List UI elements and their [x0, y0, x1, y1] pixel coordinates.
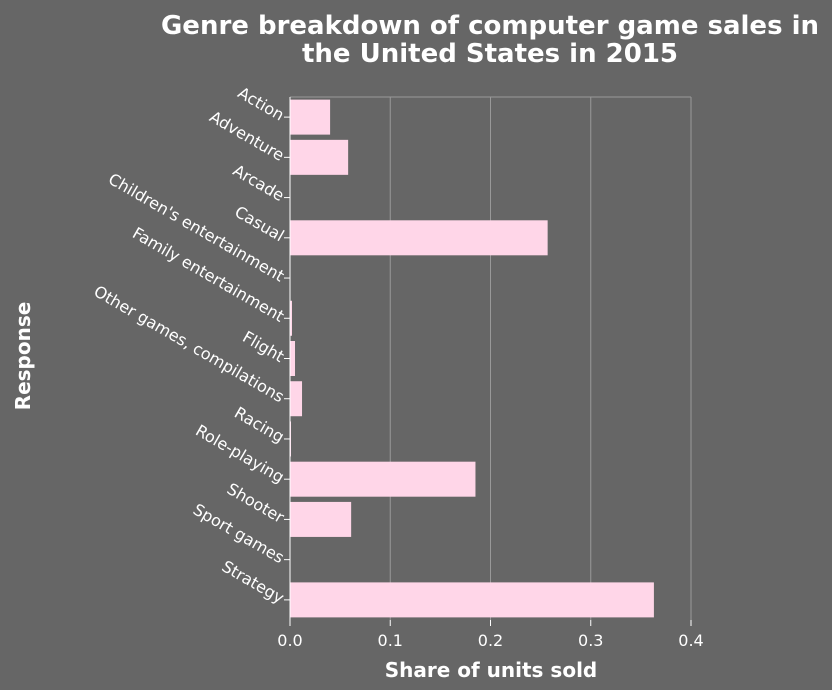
bar	[290, 421, 292, 457]
bar	[290, 381, 303, 417]
bars	[290, 99, 654, 618]
x-tick-label: 0.2	[478, 631, 503, 650]
bar	[290, 501, 352, 537]
chart-title-line-2: the United States in 2015	[302, 39, 678, 69]
y-axis-label: Response	[11, 302, 35, 411]
bar	[290, 99, 331, 135]
tick-labels: 0.0 0.1 0.2 0.3 0.4ActionAdventureArcadeCasu…	[91, 83, 704, 650]
y-tick-label: Flight	[239, 327, 287, 366]
bar	[290, 220, 548, 256]
y-tick-label: Action	[235, 83, 288, 125]
bar	[290, 461, 476, 497]
x-tick-label: 0.4	[678, 631, 703, 650]
chart-title-line-1: Genre breakdown of computer game sales i…	[161, 11, 819, 41]
y-tick-label: Racing	[231, 403, 287, 447]
bar	[290, 582, 654, 618]
x-tick-label: 0.0	[277, 631, 302, 650]
bar	[290, 300, 293, 336]
axes	[284, 97, 692, 626]
grid-lines	[290, 96, 692, 620]
y-tick-label: Casual	[231, 202, 287, 245]
x-tick-label: 0.1	[378, 631, 403, 650]
x-axis-label: Share of units sold	[385, 658, 598, 682]
y-tick-label: Arcade	[230, 161, 288, 205]
bar	[290, 139, 349, 175]
x-tick-label: 0.3	[578, 631, 603, 650]
bar	[290, 340, 296, 377]
